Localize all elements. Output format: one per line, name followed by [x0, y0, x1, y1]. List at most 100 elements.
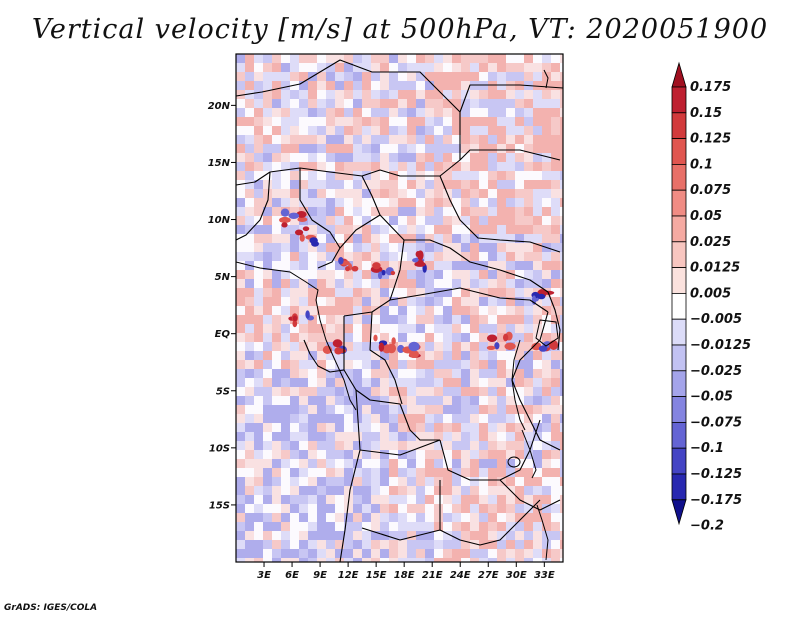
field-cell [461, 414, 470, 423]
field-cell [353, 531, 362, 540]
field-cell [533, 54, 542, 63]
field-cell [533, 513, 542, 522]
field-cell [389, 477, 398, 486]
field-cell [488, 198, 497, 207]
field-cell [380, 360, 389, 369]
field-cell [452, 81, 461, 90]
field-cell [290, 198, 299, 207]
convection-spot [378, 342, 385, 352]
field-cell [443, 342, 452, 351]
field-cell [254, 306, 263, 315]
field-cell [425, 288, 434, 297]
field-cell [506, 297, 515, 306]
field-cell [488, 99, 497, 108]
field-cell [236, 306, 245, 315]
field-cell [551, 531, 560, 540]
field-cell [326, 108, 335, 117]
field-cell [560, 180, 563, 189]
field-cell [326, 549, 335, 558]
field-cell [497, 504, 506, 513]
field-cell [542, 162, 551, 171]
field-cell [308, 351, 317, 360]
field-cell [245, 360, 254, 369]
field-cell [407, 207, 416, 216]
field-cell [236, 279, 245, 288]
field-cell [443, 288, 452, 297]
field-cell [317, 306, 326, 315]
field-cell [380, 549, 389, 558]
field-cell [245, 423, 254, 432]
field-cell [443, 225, 452, 234]
field-cell [488, 162, 497, 171]
field-cell [326, 315, 335, 324]
field-cell [497, 396, 506, 405]
field-cell [461, 90, 470, 99]
field-cell [443, 99, 452, 108]
colorbar-swatch [671, 267, 687, 294]
field-cell [515, 288, 524, 297]
field-cell [506, 225, 515, 234]
field-cell [290, 540, 299, 549]
field-cell [290, 234, 299, 243]
field-cell [362, 153, 371, 162]
field-cell [398, 135, 407, 144]
field-cell [479, 126, 488, 135]
field-cell [470, 54, 479, 63]
field-cell [263, 297, 272, 306]
field-cell [533, 486, 542, 495]
field-cell [470, 162, 479, 171]
field-cell [461, 504, 470, 513]
field-cell [497, 216, 506, 225]
field-cell [380, 162, 389, 171]
field-cell [533, 153, 542, 162]
field-cell [488, 423, 497, 432]
field-cell [479, 180, 488, 189]
field-cell [290, 216, 299, 225]
colorbar-swatch [671, 86, 687, 114]
field-cell [452, 216, 461, 225]
field-cell [443, 414, 452, 423]
field-cell [443, 558, 452, 562]
field-cell [353, 522, 362, 531]
field-cell [497, 171, 506, 180]
field-cell [407, 135, 416, 144]
field-cell [398, 441, 407, 450]
field-cell [470, 225, 479, 234]
field-cell [263, 396, 272, 405]
colorbar-level-label: 0.15 [690, 106, 722, 121]
field-cell [443, 396, 452, 405]
field-cell [380, 414, 389, 423]
field-cell [470, 477, 479, 486]
field-cell [290, 279, 299, 288]
field-cell [299, 297, 308, 306]
field-cell [326, 459, 335, 468]
field-cell [290, 558, 299, 562]
field-cell [344, 450, 353, 459]
field-cell [371, 450, 380, 459]
field-cell [326, 486, 335, 495]
field-cell [479, 342, 488, 351]
field-cell [398, 513, 407, 522]
field-cell [470, 171, 479, 180]
field-cell [335, 171, 344, 180]
field-cell [326, 81, 335, 90]
field-cell [461, 441, 470, 450]
field-cell [461, 459, 470, 468]
field-cell [236, 117, 245, 126]
field-cell [353, 450, 362, 459]
field-cell [389, 189, 398, 198]
field-cell [443, 90, 452, 99]
field-cell [236, 441, 245, 450]
field-cell [452, 432, 461, 441]
field-cell [254, 63, 263, 72]
field-cell [245, 207, 254, 216]
field-cell [497, 54, 506, 63]
field-cell [353, 378, 362, 387]
field-cell [407, 396, 416, 405]
field-cell [452, 558, 461, 562]
field-cell [443, 252, 452, 261]
field-cell [245, 513, 254, 522]
field-cell [272, 117, 281, 126]
field-cell [551, 486, 560, 495]
field-cell [488, 360, 497, 369]
